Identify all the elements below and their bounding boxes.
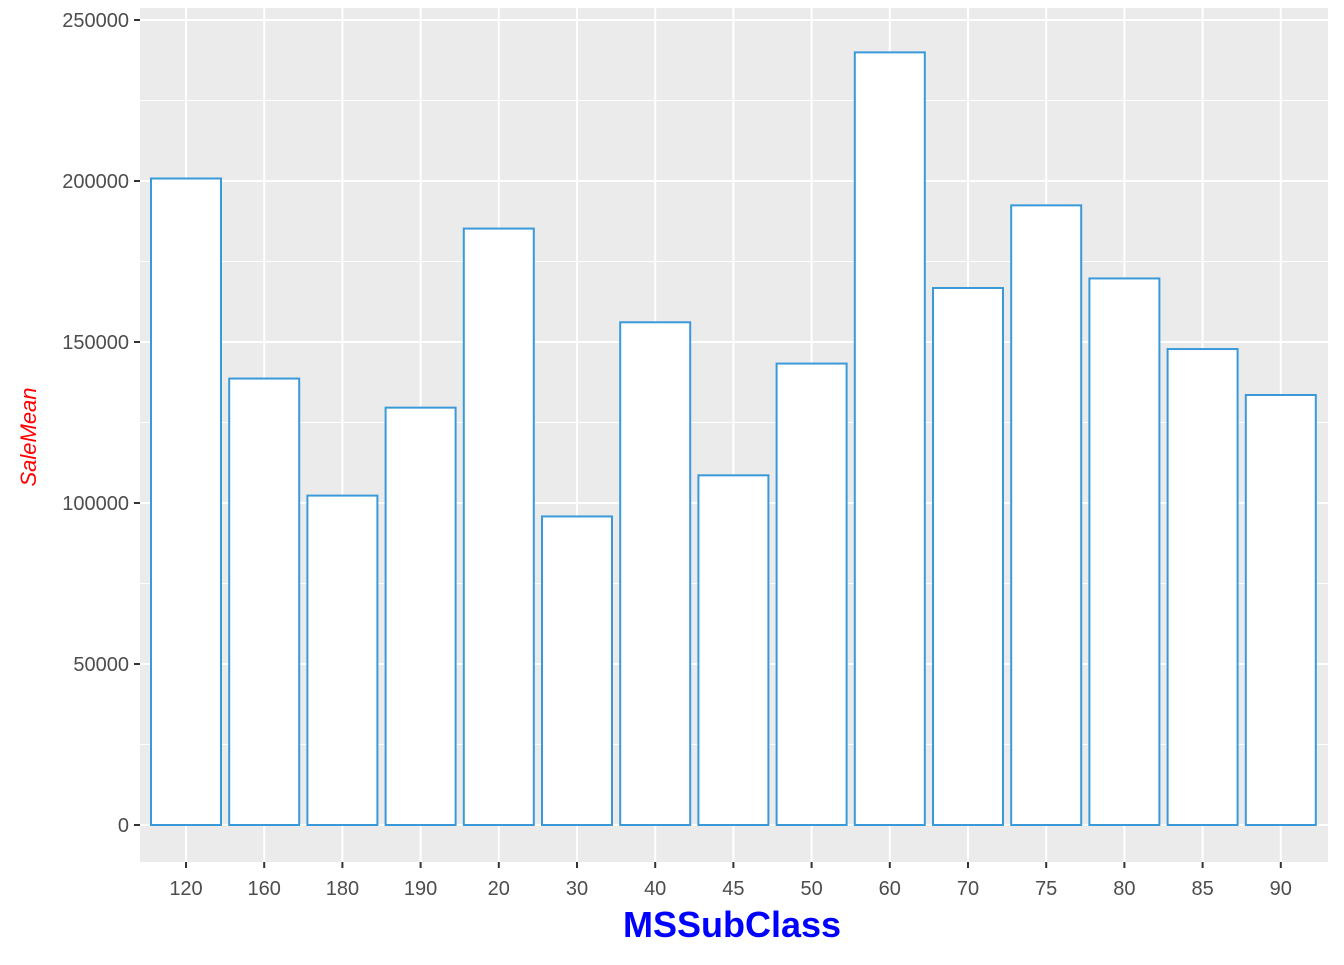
bar-190 — [384, 406, 457, 826]
bar-180 — [306, 494, 379, 826]
x-tick-label: 40 — [644, 878, 666, 900]
x-axis: 120 160 180 190 20 30 40 45 50 60 70 75 80 85 90 — [169, 862, 1292, 900]
bar-45 — [697, 474, 770, 826]
bar-80 — [1088, 277, 1161, 827]
bar-30 — [541, 515, 613, 827]
y-axis: 0 50000 100000 150000 200000 250000 — [62, 10, 140, 837]
y-axis-title: SaleMean — [16, 387, 41, 486]
bar-85 — [1166, 348, 1239, 826]
x-tick-label: 190 — [404, 878, 437, 900]
y-tick-label: 100000 — [62, 493, 129, 515]
x-tick-label: 70 — [957, 878, 979, 900]
x-tick-label: 30 — [566, 878, 588, 900]
bar-60 — [853, 51, 926, 827]
x-tick-label: 80 — [1113, 878, 1135, 900]
x-tick-label: 50 — [800, 878, 822, 900]
bar-120 — [150, 177, 222, 826]
x-tick-label: 20 — [488, 878, 510, 900]
bar-75 — [1010, 204, 1083, 827]
x-tick-label: 90 — [1270, 878, 1292, 900]
bar-160 — [228, 377, 301, 826]
bar-70 — [932, 286, 1004, 826]
bars — [150, 51, 1317, 827]
x-tick-label: 85 — [1191, 878, 1213, 900]
x-tick-label: 180 — [326, 878, 359, 900]
bar-20 — [462, 227, 535, 826]
bar-50 — [775, 362, 848, 826]
x-tick-label: 45 — [722, 878, 744, 900]
y-tick-label: 200000 — [62, 171, 129, 193]
y-tick-label: 50000 — [73, 654, 129, 676]
y-tick-label: 250000 — [62, 10, 129, 32]
bar-40 — [619, 321, 692, 826]
bar-90 — [1244, 393, 1317, 826]
y-tick-label: 150000 — [62, 332, 129, 354]
x-tick-label: 160 — [248, 878, 281, 900]
x-tick-label: 120 — [169, 878, 202, 900]
y-tick-label: 0 — [118, 815, 129, 837]
x-tick-label: 75 — [1035, 878, 1057, 900]
x-axis-title: MSSubClass — [623, 904, 841, 945]
x-tick-label: 60 — [879, 878, 901, 900]
